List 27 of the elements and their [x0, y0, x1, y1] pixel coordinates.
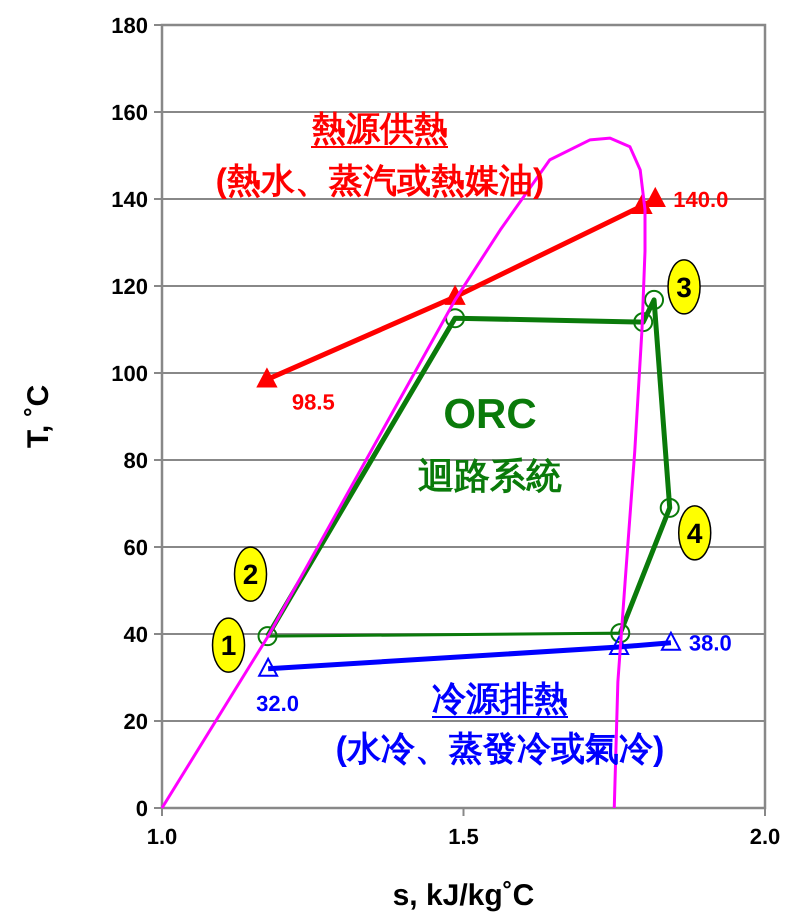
- data-label: 140.0: [673, 187, 728, 212]
- annotation: 1: [220, 630, 236, 662]
- annotation: 冷源排熱: [432, 680, 568, 718]
- y-tick-label: 0: [136, 796, 148, 821]
- y-tick-label: 60: [124, 535, 148, 560]
- y-tick-label: 140: [111, 187, 148, 212]
- annotation: 3: [676, 272, 692, 303]
- annotation: 2: [242, 559, 258, 590]
- x-tick-label: 1.5: [448, 824, 479, 849]
- annotation: ORC: [443, 390, 537, 437]
- y-axis-title: T, ˚C: [22, 384, 55, 448]
- data-label: 38.0: [688, 630, 732, 656]
- y-tick-label: 80: [124, 448, 148, 473]
- data-label: 98.5: [292, 390, 335, 415]
- x-tick-label: 1.0: [146, 824, 178, 849]
- x-tick-label: 2.0: [750, 824, 780, 849]
- x-axis-title: s, kJ/kg˚C: [392, 879, 534, 912]
- annotation: 熱源供熱: [311, 110, 448, 148]
- y-tick-label: 100: [111, 361, 148, 386]
- annotation: 迴路系統: [418, 455, 562, 496]
- y-tick-label: 120: [111, 274, 148, 299]
- y-tick-label: 20: [124, 709, 148, 734]
- data-label: 32.0: [256, 690, 299, 716]
- annotation: 4: [686, 518, 703, 549]
- y-tick-label: 40: [124, 622, 148, 647]
- y-tick-label: 160: [111, 100, 148, 125]
- y-tick-label: 180: [111, 13, 148, 38]
